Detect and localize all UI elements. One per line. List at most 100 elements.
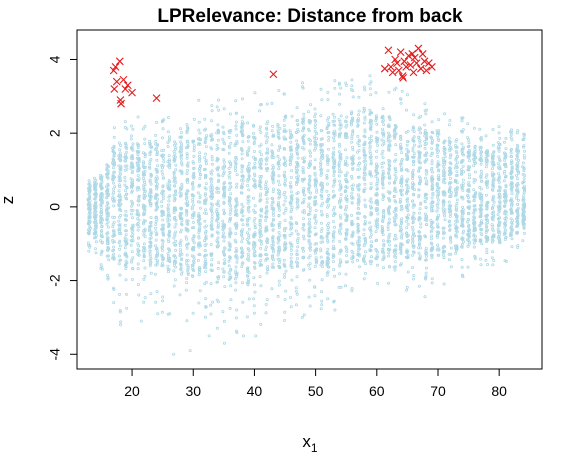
background-point — [271, 187, 275, 191]
background-point — [387, 123, 391, 127]
background-point — [112, 166, 116, 170]
background-point — [253, 161, 257, 165]
background-point — [419, 225, 423, 229]
background-point — [204, 270, 208, 274]
background-point — [204, 263, 208, 267]
background-point — [284, 195, 288, 199]
background-point — [473, 192, 477, 196]
background-point — [394, 178, 398, 182]
background-point — [191, 140, 195, 144]
background-point — [461, 128, 465, 132]
background-point — [455, 151, 459, 155]
background-point — [155, 170, 159, 174]
background-point — [283, 179, 287, 183]
background-point — [333, 123, 337, 127]
background-point — [142, 246, 146, 250]
background-point — [92, 192, 96, 196]
background-point — [118, 148, 122, 152]
background-point — [392, 181, 396, 185]
background-point — [472, 153, 476, 157]
background-point — [217, 108, 221, 112]
background-point — [307, 137, 311, 141]
background-point — [345, 230, 349, 234]
background-point — [278, 126, 282, 130]
background-point — [496, 189, 500, 193]
background-point — [270, 174, 274, 178]
background-point — [143, 207, 147, 211]
background-point — [307, 263, 311, 267]
background-point — [295, 252, 299, 256]
background-point — [129, 124, 133, 128]
background-point — [338, 262, 342, 266]
background-point — [503, 199, 507, 203]
background-point — [357, 239, 361, 243]
background-point — [321, 143, 325, 147]
background-point — [302, 228, 306, 232]
background-point — [368, 74, 372, 78]
background-point — [394, 152, 398, 156]
background-point — [252, 140, 256, 144]
background-point — [381, 193, 385, 197]
background-point — [222, 192, 226, 196]
background-point — [325, 235, 329, 239]
background-point — [466, 205, 470, 209]
background-point — [486, 220, 490, 224]
background-point — [356, 216, 360, 220]
background-point — [227, 144, 231, 148]
background-point — [253, 179, 257, 183]
background-point — [326, 162, 330, 166]
background-point — [265, 190, 269, 194]
background-point — [276, 294, 280, 298]
background-point — [216, 138, 220, 142]
background-point — [326, 255, 330, 259]
background-point — [332, 193, 336, 197]
background-point — [227, 264, 231, 268]
background-point — [203, 219, 207, 223]
background-point — [459, 129, 463, 133]
background-point — [406, 129, 410, 133]
background-point — [313, 158, 317, 162]
background-point — [460, 222, 464, 226]
background-point — [271, 166, 275, 170]
background-point — [245, 238, 249, 242]
background-point — [374, 239, 378, 243]
background-point — [296, 152, 300, 156]
background-point — [180, 252, 184, 256]
background-point — [295, 292, 299, 296]
background-point — [510, 160, 514, 164]
background-point — [454, 215, 458, 219]
background-point — [399, 248, 403, 252]
background-point — [296, 123, 300, 127]
background-point — [424, 276, 428, 280]
background-point — [394, 255, 398, 259]
background-point — [209, 243, 213, 247]
background-point — [313, 173, 317, 177]
background-point — [307, 217, 311, 221]
background-point — [503, 175, 507, 179]
background-point — [490, 240, 494, 244]
background-point — [344, 81, 348, 85]
background-point — [204, 297, 208, 301]
background-point — [467, 180, 471, 184]
background-point — [368, 259, 372, 263]
background-point — [479, 157, 483, 161]
background-point — [209, 312, 213, 316]
background-point — [447, 220, 451, 224]
background-point — [460, 185, 464, 189]
background-point — [161, 185, 165, 189]
background-point — [400, 179, 404, 183]
background-point — [327, 221, 331, 225]
background-point — [510, 188, 514, 192]
background-point — [314, 256, 318, 260]
background-point — [327, 135, 331, 139]
background-point — [431, 131, 435, 135]
background-point — [503, 259, 507, 263]
background-point — [368, 248, 372, 252]
background-point — [252, 311, 256, 315]
background-point — [302, 223, 306, 227]
background-point — [264, 180, 268, 184]
background-point — [209, 177, 213, 181]
background-point — [180, 270, 184, 274]
background-point — [503, 222, 507, 226]
background-point — [430, 183, 434, 187]
